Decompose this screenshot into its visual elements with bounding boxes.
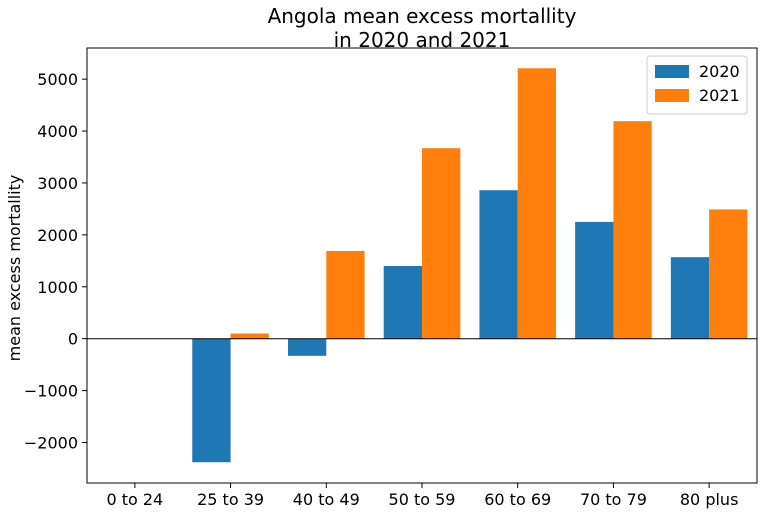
x-tick-label-1: 25 to 39 bbox=[197, 490, 264, 509]
legend-swatch-2021 bbox=[655, 89, 689, 102]
bar-2020-3 bbox=[383, 266, 422, 339]
legend: 2020 2021 bbox=[646, 55, 748, 115]
y-axis-label: mean excess mortallity bbox=[5, 175, 24, 362]
bar-2020-1 bbox=[192, 338, 231, 463]
y-tick-label-6: 4000 bbox=[37, 122, 78, 141]
y-tick-label-3: 1000 bbox=[37, 278, 78, 297]
bar-2021-5 bbox=[613, 121, 652, 339]
bar-2021-6 bbox=[709, 209, 748, 339]
x-tick-label-6: 80 plus bbox=[680, 490, 739, 509]
y-tick-label-5: 3000 bbox=[37, 174, 78, 193]
y-tick-label-0: −2000 bbox=[24, 434, 78, 453]
legend-label-2021: 2021 bbox=[699, 86, 740, 105]
x-tick-label-4: 60 to 69 bbox=[484, 490, 551, 509]
bar-2021-1 bbox=[230, 333, 269, 339]
bar-2020-4 bbox=[479, 190, 518, 339]
y-axis: −2000 −1000 0 1000 2000 3000 4000 5000 bbox=[24, 70, 87, 453]
bar-2020-6 bbox=[670, 257, 710, 339]
x-tick-label-5: 70 to 79 bbox=[580, 490, 647, 509]
bar-2020-2 bbox=[288, 338, 327, 356]
y-tick-label-7: 5000 bbox=[37, 70, 78, 89]
bar-2021-4 bbox=[517, 68, 556, 339]
x-tick-label-3: 50 to 59 bbox=[389, 490, 456, 509]
x-tick-label-2: 40 to 49 bbox=[293, 490, 360, 509]
legend-swatch-2020 bbox=[655, 65, 689, 78]
chart-title-line-1: Angola mean excess mortallity bbox=[268, 4, 577, 28]
y-tick-label-1: −1000 bbox=[24, 382, 78, 401]
bar-2021-2 bbox=[326, 250, 365, 339]
legend-label-2020: 2020 bbox=[699, 62, 740, 81]
x-axis: 0 to 24 25 to 39 40 to 49 50 to 59 60 to 69 7… bbox=[106, 483, 738, 509]
x-tick-label-0: 0 to 24 bbox=[106, 490, 163, 509]
bars-group bbox=[192, 68, 748, 463]
bar-2020-5 bbox=[575, 221, 614, 339]
y-tick-label-2: 0 bbox=[68, 330, 78, 349]
bar-2021-3 bbox=[422, 148, 461, 339]
y-tick-label-4: 2000 bbox=[37, 226, 78, 245]
